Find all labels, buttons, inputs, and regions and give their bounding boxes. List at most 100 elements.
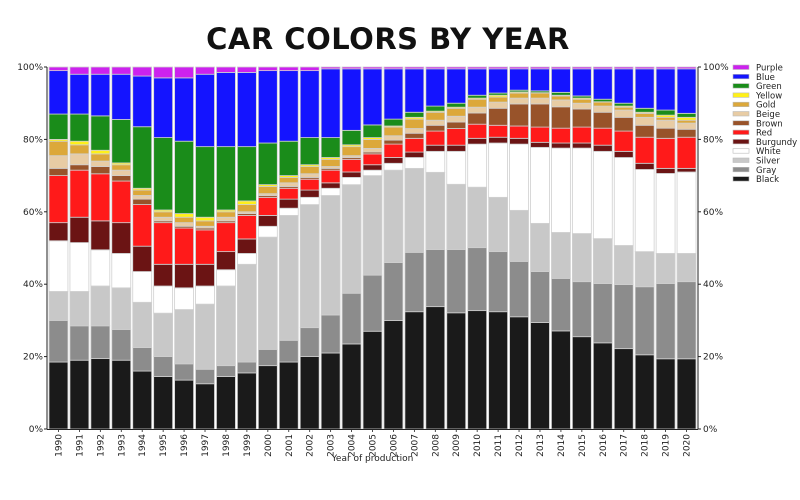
bar-segment-white-2004: [341, 177, 362, 186]
x-tick-label: 2014: [557, 434, 567, 457]
bar-segment-red-2000: [257, 196, 278, 216]
bar-segment-purple-2020: [676, 66, 697, 70]
bar-segment-gray-1990: [48, 319, 69, 363]
legend-swatch-black: [732, 176, 750, 182]
bar-segment-burgundy-1998: [216, 251, 236, 271]
bar-segment-purple-2009: [446, 66, 467, 70]
bar-segment-gray-2010: [467, 247, 488, 312]
bar-segment-brown-2017: [613, 116, 634, 132]
bar-segment-black-2015: [571, 336, 592, 430]
bar-segment-green-2004: [341, 129, 362, 146]
bar-segment-silver-2012: [509, 209, 529, 262]
bar-segment-green-2007: [404, 111, 425, 118]
bar-segment-white-1993: [111, 253, 132, 289]
bar-segment-purple-2011: [488, 66, 508, 70]
bar-segment-gray-2000: [257, 348, 278, 367]
bar-segment-purple-2019: [655, 66, 676, 70]
bar-segment-black-2000: [257, 365, 278, 430]
y-tick-label-right: 60%: [703, 208, 723, 218]
legend-swatch-green: [732, 83, 750, 89]
bar-segment-silver-1990: [48, 291, 69, 321]
bar-segment-beige-2015: [571, 102, 592, 110]
bar-segment-brown-2013: [530, 103, 550, 128]
bar-segment-red-2003: [320, 169, 341, 184]
bar-segment-gray-2014: [551, 278, 571, 332]
bar-segment-yellow-1991: [69, 140, 90, 146]
x-tick-label: 2002: [306, 434, 316, 457]
x-tick-label: 1995: [159, 434, 169, 457]
bar-segment-gold-1996: [174, 216, 194, 224]
x-tick-label: 2003: [327, 434, 337, 457]
bar-segment-blue-2015: [571, 68, 592, 97]
legend-swatch-gold: [732, 101, 750, 107]
bar-segment-beige-2007: [404, 128, 425, 134]
bar-segment-gold-2011: [488, 96, 508, 103]
bar-segment-burgundy-2002: [299, 189, 320, 198]
bar-segment-black-1997: [195, 383, 215, 430]
bar-segment-burgundy-1997: [195, 263, 215, 287]
legend-swatch-blue: [732, 74, 750, 80]
bar-segment-green-2002: [299, 137, 320, 166]
bar-segment-silver-2010: [467, 186, 488, 249]
bar-segment-gold-2001: [278, 177, 299, 184]
bar-segment-black-2005: [362, 330, 383, 430]
bar-segment-red-2018: [634, 136, 655, 164]
bar-segment-gold-1994: [132, 189, 153, 196]
bar-segment-gray-2007: [404, 251, 425, 313]
bar-segment-gray-2003: [320, 314, 341, 354]
y-tick-label-left: 80%: [23, 135, 43, 145]
bar-segment-blue-2017: [613, 68, 634, 104]
bar-segment-gray-2005: [362, 274, 383, 332]
x-tick-label: 2001: [285, 434, 295, 457]
bar-segment-red-1995: [153, 222, 174, 265]
bar-segment-purple-2003: [320, 66, 341, 70]
bar-segment-white-2005: [362, 169, 383, 176]
bar-segment-gold-2017: [613, 106, 634, 111]
legend-label-brown: Brown: [756, 119, 783, 129]
bar-segment-yellow-1996: [174, 213, 194, 218]
x-tick-label: 2017: [620, 434, 630, 457]
bar-segment-black-2003: [320, 352, 341, 430]
bar-segment-gold-2004: [341, 146, 362, 157]
bar-segment-black-1992: [90, 358, 111, 430]
bar-segment-green-2014: [551, 91, 571, 96]
bar-segment-white-2016: [592, 150, 613, 239]
bar-segment-gray-2019: [655, 283, 676, 360]
x-tick-label: 2011: [494, 434, 504, 457]
bar-segment-green-2005: [362, 124, 383, 138]
x-tick-label: 1999: [243, 434, 253, 457]
bar-segment-red-2005: [362, 153, 383, 166]
legend-swatch-burgundy: [732, 139, 750, 145]
bar-segment-purple-1991: [69, 66, 90, 75]
bar-segment-burgundy-2018: [634, 162, 655, 170]
bar-segment-purple-2012: [509, 66, 529, 70]
bar-segment-gold-2008: [425, 111, 446, 121]
x-tick-label: 1993: [117, 434, 127, 457]
y-tick-label-left: 100%: [17, 63, 43, 73]
bar-segment-brown-2009: [446, 121, 467, 129]
bar-segment-silver-1999: [237, 263, 257, 363]
bar-segment-red-1999: [237, 215, 257, 240]
bar-segment-purple-1990: [48, 66, 69, 72]
bar-segment-brown-2019: [655, 127, 676, 139]
bar-segment-burgundy-2010: [467, 137, 488, 145]
bar-segment-red-1991: [69, 169, 90, 218]
bar-segment-gold-1991: [69, 144, 90, 155]
bar-segment-gold-2006: [383, 126, 404, 137]
bar-segment-blue-1993: [111, 73, 132, 120]
bar-segment-black-1999: [237, 372, 257, 430]
bar-segment-gray-1992: [90, 325, 111, 359]
bar-segment-gray-1998: [216, 365, 236, 377]
bar-segment-white-2002: [299, 196, 320, 205]
legend-swatch-purple: [732, 64, 750, 70]
bar-segment-brown-2020: [676, 128, 697, 138]
bar-segment-purple-2002: [299, 66, 320, 72]
bar-segment-red-2013: [530, 126, 550, 143]
bar-segment-black-1991: [69, 359, 90, 430]
bar-segment-gold-2005: [362, 138, 383, 149]
bar-segment-gold-2003: [320, 158, 341, 167]
bar-segment-yellow-1997: [195, 216, 215, 222]
bar-segment-gray-2012: [509, 260, 529, 318]
bar-segment-gray-1995: [153, 356, 174, 377]
bar-segment-burgundy-2000: [257, 215, 278, 227]
